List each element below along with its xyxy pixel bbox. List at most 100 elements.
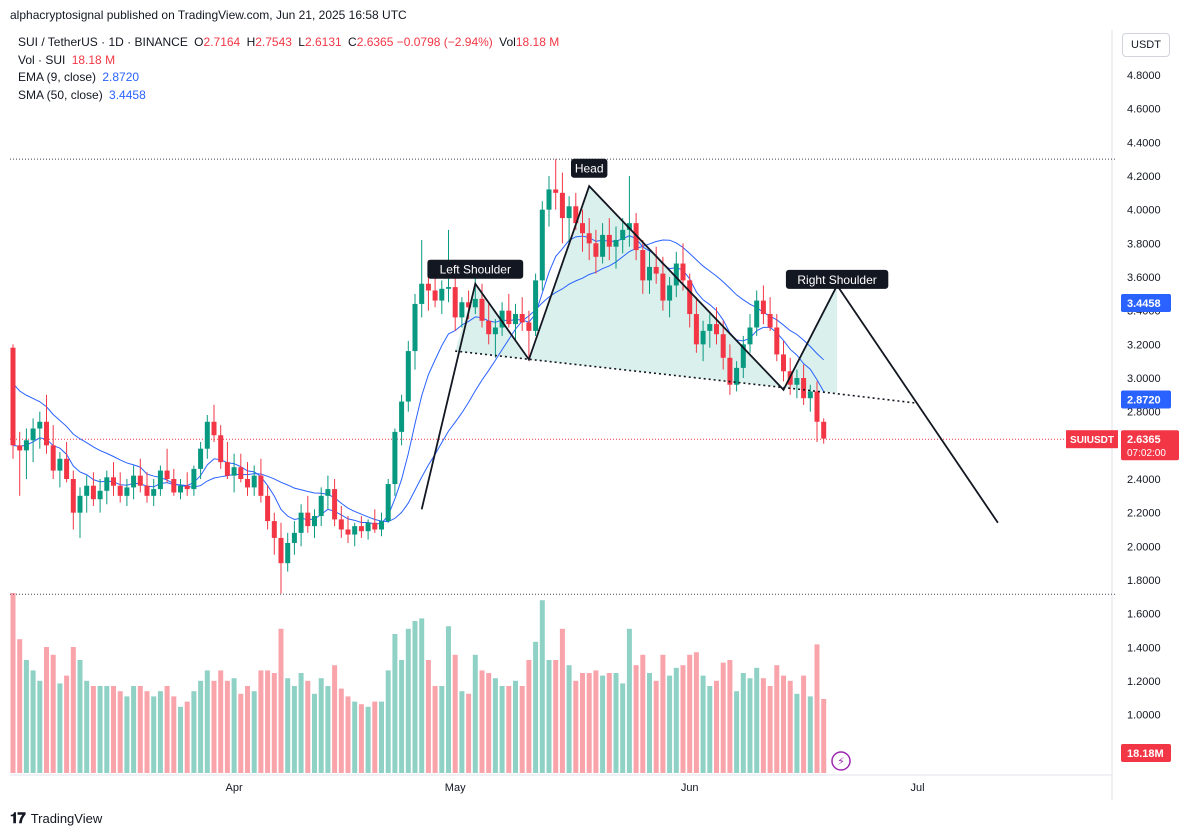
volume-bar [459,691,465,773]
volume-bar [580,673,585,773]
volume-bar [432,686,438,773]
candle-body [613,239,619,247]
candle-body [801,378,807,399]
volume-bar [312,693,317,773]
candle-body [700,330,706,345]
volume-bar [30,670,36,773]
symbol-tag-label: SUIUSDT [1070,435,1114,446]
volume-bar [439,686,445,773]
volume-bar [573,680,579,773]
last-price-value: 2.6365 [1127,434,1161,446]
volume-bar [446,626,451,773]
volume-bar [787,680,793,773]
candle-body [171,479,177,493]
candle-body [278,537,284,564]
volume-bar [70,647,76,773]
volume-bar [633,665,639,773]
volume-bar [754,667,760,773]
volume-bar [23,660,29,773]
price-tick-label: 4.4000 [1127,137,1161,149]
price-tick-label: 2.4000 [1127,474,1161,486]
candle-body [385,484,391,522]
candle-body [499,310,505,328]
volume-bar [539,600,545,773]
candle-body [164,470,170,479]
volume-bar [680,665,686,773]
volume-bar [714,680,719,773]
volume-bar [258,670,264,773]
price-tick-label: 1.8000 [1127,575,1161,587]
volume-bar [606,673,612,773]
candle-body [412,303,418,352]
vol-label: Vol [499,35,516,49]
volume-bar [647,673,652,773]
candle-body [452,287,458,318]
volume-bar [352,701,358,773]
volume-bar [171,696,177,773]
candle-body [687,280,693,315]
candle-body [64,458,70,479]
candle-body [144,485,150,496]
candle-body [472,298,478,308]
time-tick-label: Jul [910,782,924,794]
symbol-row: SUI / TetherUS · 1D · BINANCE O2.7164 H2… [18,34,559,52]
chart-legend: SUI / TetherUS · 1D · BINANCE O2.7164 H2… [18,34,559,104]
volume-bar [358,704,364,773]
volume-bar [372,701,378,773]
volume-bar [10,593,16,773]
volume-bar [660,654,666,773]
symbol-name[interactable]: SUI / TetherUS · 1D · BINANCE [18,35,188,49]
footer: 𝟏𝟕 TradingView [10,810,102,827]
volume-bar [620,683,626,773]
volume-bar [472,654,478,773]
volume-bar [546,660,552,773]
volume-bar [184,701,190,773]
price-tick-label: 2.0000 [1127,541,1161,553]
candle-body [506,310,512,325]
candle-body [513,314,518,325]
sma-indicator-row[interactable]: SMA (50, close) 3.4458 [18,87,559,105]
volume-bar [801,675,807,773]
price-tick-label: 2.2000 [1127,508,1161,520]
volume-bar [157,691,163,773]
volume-bar [218,670,224,773]
volume-bar [117,691,123,773]
volume-bar [419,618,425,773]
candle-body [305,512,311,527]
candle-body [640,250,646,281]
ema-indicator-row[interactable]: EMA (9, close) 2.8720 [18,69,559,87]
annotation-label: Right Shoulder [797,273,876,287]
annotation-label-bg [571,158,608,178]
candle-body [405,351,411,402]
volume-bar [486,673,492,773]
candle-body [794,378,800,385]
candle-body [492,327,498,335]
volume-tag [1121,744,1171,762]
volume-indicator-row[interactable]: Vol · SUI 18.18 M [18,52,559,70]
price-tick-label: 1.4000 [1127,642,1161,654]
candle-body [44,421,49,446]
volume-bar [405,628,411,773]
candle-body [271,521,277,538]
candle-body [379,521,384,530]
price-tick-label: 3.8000 [1127,238,1161,250]
currency-button[interactable]: USDT [1122,33,1170,57]
candle-body [693,314,699,345]
candle-body [747,327,753,345]
volume-bar [379,701,384,773]
published-by: alphacryptosignal published on TradingVi… [10,8,407,22]
countdown: 07:02:00 [1127,448,1166,459]
candle-body [258,475,264,496]
candle-body [198,448,204,469]
close-label: C [348,35,357,49]
candle-body [298,512,304,533]
ema-price-tag [1121,390,1171,409]
price-tick-label: 3.0000 [1127,373,1161,385]
candle-body [10,347,16,446]
candle-body [673,263,679,286]
ema-value: 2.8720 [102,70,140,84]
volume-bar [794,693,800,773]
candle-body [653,266,659,274]
volume-bar [781,675,786,773]
